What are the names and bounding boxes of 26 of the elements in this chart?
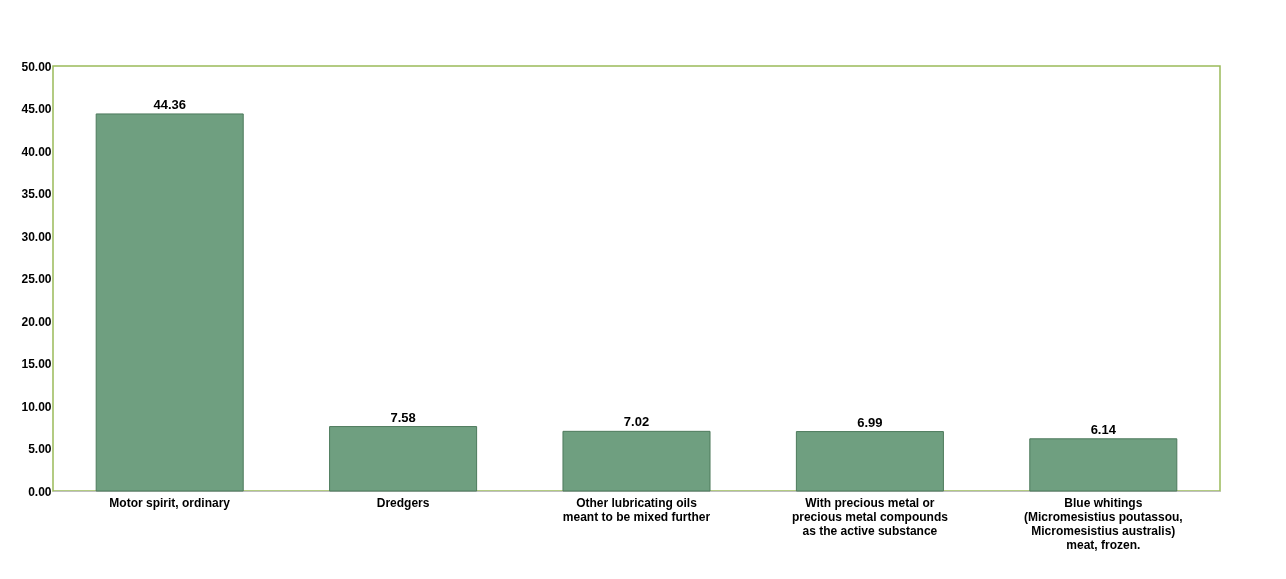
y-tick-label: 40.00 bbox=[21, 144, 52, 159]
data-label: 6.99 bbox=[857, 414, 883, 430]
bar bbox=[795, 431, 944, 492]
data-label: 7.58 bbox=[390, 409, 416, 425]
y-tick-label: 10.00 bbox=[21, 399, 52, 414]
x-tick-label: Motor spirit, ordinary bbox=[109, 495, 231, 510]
y-tick-label: 0.00 bbox=[28, 484, 52, 499]
y-tick-label: 45.00 bbox=[21, 102, 52, 116]
data-label: 44.36 bbox=[153, 96, 186, 112]
bar bbox=[1029, 438, 1178, 492]
y-tick-label: 25.00 bbox=[21, 272, 52, 286]
y-tick-label: 35.00 bbox=[21, 187, 52, 201]
data-label: 7.02 bbox=[623, 414, 650, 430]
x-tick-label: Dredgers bbox=[376, 495, 430, 510]
y-tick-label: 30.00 bbox=[21, 229, 52, 244]
x-tick-label: Other lubricating oils meant to be mixed further bbox=[562, 495, 711, 524]
bar bbox=[95, 113, 244, 492]
data-label: 6.14 bbox=[1090, 421, 1117, 437]
y-tick-label: 50.00 bbox=[21, 59, 52, 74]
x-tick-label: Blue whitings (Micromesistius poutassou, Micromesistius australis) meat, frozen. bbox=[1023, 495, 1183, 552]
x-tick-label: With precious metal or precious metal compounds as the active substance bbox=[791, 495, 949, 538]
bar bbox=[562, 430, 711, 492]
y-tick-label: 15.00 bbox=[21, 357, 52, 371]
y-tick-label: 20.00 bbox=[21, 314, 52, 329]
bar bbox=[329, 426, 478, 492]
y-tick-label: 5.00 bbox=[28, 442, 52, 456]
